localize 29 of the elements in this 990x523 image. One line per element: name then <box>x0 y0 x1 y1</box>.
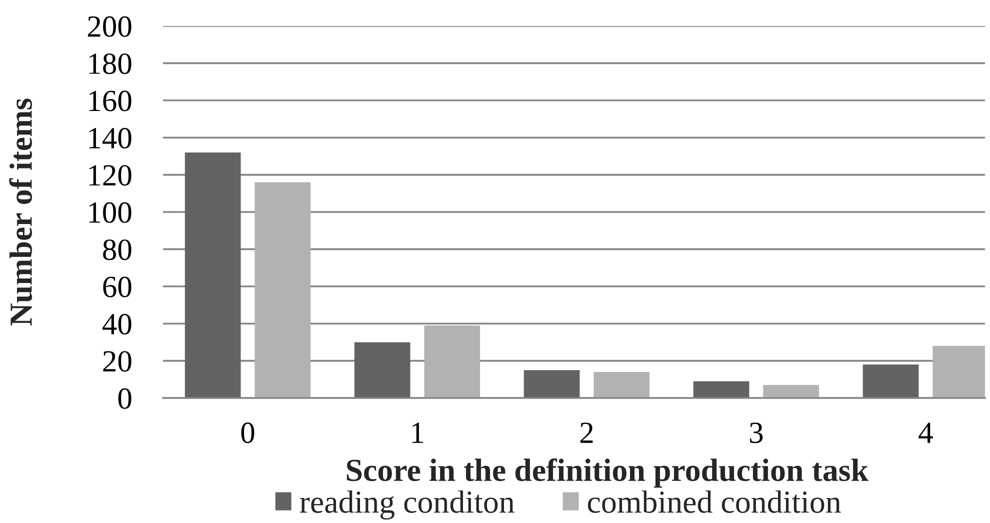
y-tick-label: 40 <box>102 314 132 334</box>
y-tick-label: 0 <box>118 388 132 409</box>
y-tick-label: 200 <box>88 16 132 37</box>
y-tick-label: 180 <box>89 53 132 74</box>
x-axis-title: Score in the definition production task <box>346 458 869 488</box>
y-tick-label: 120 <box>89 165 132 186</box>
y-axis-title: Number of items <box>9 98 32 326</box>
legend-label: combined condition <box>588 490 841 513</box>
y-tick-label: 100 <box>89 202 132 223</box>
x-tick-label: 2 <box>580 422 593 443</box>
x-tick-label: 0 <box>241 422 254 444</box>
bar <box>763 384 820 398</box>
bar <box>184 152 241 398</box>
x-tick-label: 3 <box>750 422 763 444</box>
bar <box>524 370 580 398</box>
x-tick-label: 4 <box>918 422 933 443</box>
bar <box>354 342 410 398</box>
bar <box>424 325 480 398</box>
y-tick-label: 60 <box>103 276 132 298</box>
legend-label: reading conditon <box>300 490 514 520</box>
y-tick-label: 140 <box>89 128 132 148</box>
bar <box>254 182 311 398</box>
y-tick-label: 160 <box>89 90 132 112</box>
y-tick-label: 80 <box>103 239 132 260</box>
bar <box>693 381 750 398</box>
bar <box>862 364 919 398</box>
y-tick-label: 20 <box>103 351 132 372</box>
x-tick-label: 1 <box>412 422 424 443</box>
bar <box>594 372 650 398</box>
